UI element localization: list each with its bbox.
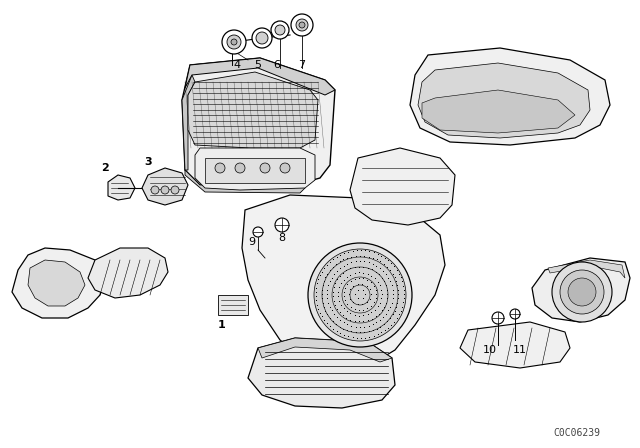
Polygon shape <box>185 58 335 95</box>
Polygon shape <box>532 258 630 322</box>
Circle shape <box>568 278 596 306</box>
Polygon shape <box>422 90 575 133</box>
Circle shape <box>253 227 263 237</box>
Polygon shape <box>418 63 590 138</box>
Polygon shape <box>182 58 335 190</box>
Circle shape <box>308 243 412 347</box>
Circle shape <box>560 270 604 314</box>
Circle shape <box>171 186 179 194</box>
Circle shape <box>231 39 237 45</box>
Polygon shape <box>182 75 195 170</box>
Polygon shape <box>108 175 135 200</box>
Circle shape <box>222 30 246 54</box>
Polygon shape <box>185 170 305 193</box>
Polygon shape <box>410 48 610 145</box>
Circle shape <box>275 218 289 232</box>
Circle shape <box>260 163 270 173</box>
Circle shape <box>151 186 159 194</box>
Text: 1: 1 <box>218 320 226 330</box>
Text: 8: 8 <box>278 233 285 243</box>
Polygon shape <box>88 248 168 298</box>
Circle shape <box>280 163 290 173</box>
Polygon shape <box>142 168 188 205</box>
Circle shape <box>271 21 289 39</box>
Bar <box>218 295 248 315</box>
Text: 11: 11 <box>513 345 527 355</box>
Text: 2: 2 <box>101 163 109 173</box>
Circle shape <box>161 186 169 194</box>
Circle shape <box>291 14 313 36</box>
Circle shape <box>492 312 504 324</box>
Circle shape <box>227 35 241 49</box>
Polygon shape <box>248 338 395 408</box>
Circle shape <box>215 163 225 173</box>
Text: 4: 4 <box>234 60 241 70</box>
Text: 5: 5 <box>255 60 262 70</box>
Text: 6: 6 <box>273 60 280 70</box>
Polygon shape <box>242 195 445 368</box>
Polygon shape <box>188 72 318 148</box>
Circle shape <box>252 28 272 48</box>
Polygon shape <box>258 338 392 362</box>
Circle shape <box>296 19 308 31</box>
Polygon shape <box>12 248 105 318</box>
Text: 10: 10 <box>483 345 497 355</box>
Bar <box>205 158 305 183</box>
Circle shape <box>552 262 612 322</box>
Circle shape <box>510 309 520 319</box>
Circle shape <box>275 25 285 35</box>
Text: 3: 3 <box>144 157 152 167</box>
Polygon shape <box>548 260 625 278</box>
Text: C0C06239: C0C06239 <box>553 428 600 438</box>
Polygon shape <box>28 260 85 306</box>
Polygon shape <box>350 148 455 225</box>
Polygon shape <box>460 322 570 368</box>
Circle shape <box>299 22 305 28</box>
Polygon shape <box>195 148 315 190</box>
Circle shape <box>314 249 406 341</box>
Text: 7: 7 <box>298 60 305 70</box>
Circle shape <box>235 163 245 173</box>
Text: 9: 9 <box>248 237 255 247</box>
Circle shape <box>256 32 268 44</box>
